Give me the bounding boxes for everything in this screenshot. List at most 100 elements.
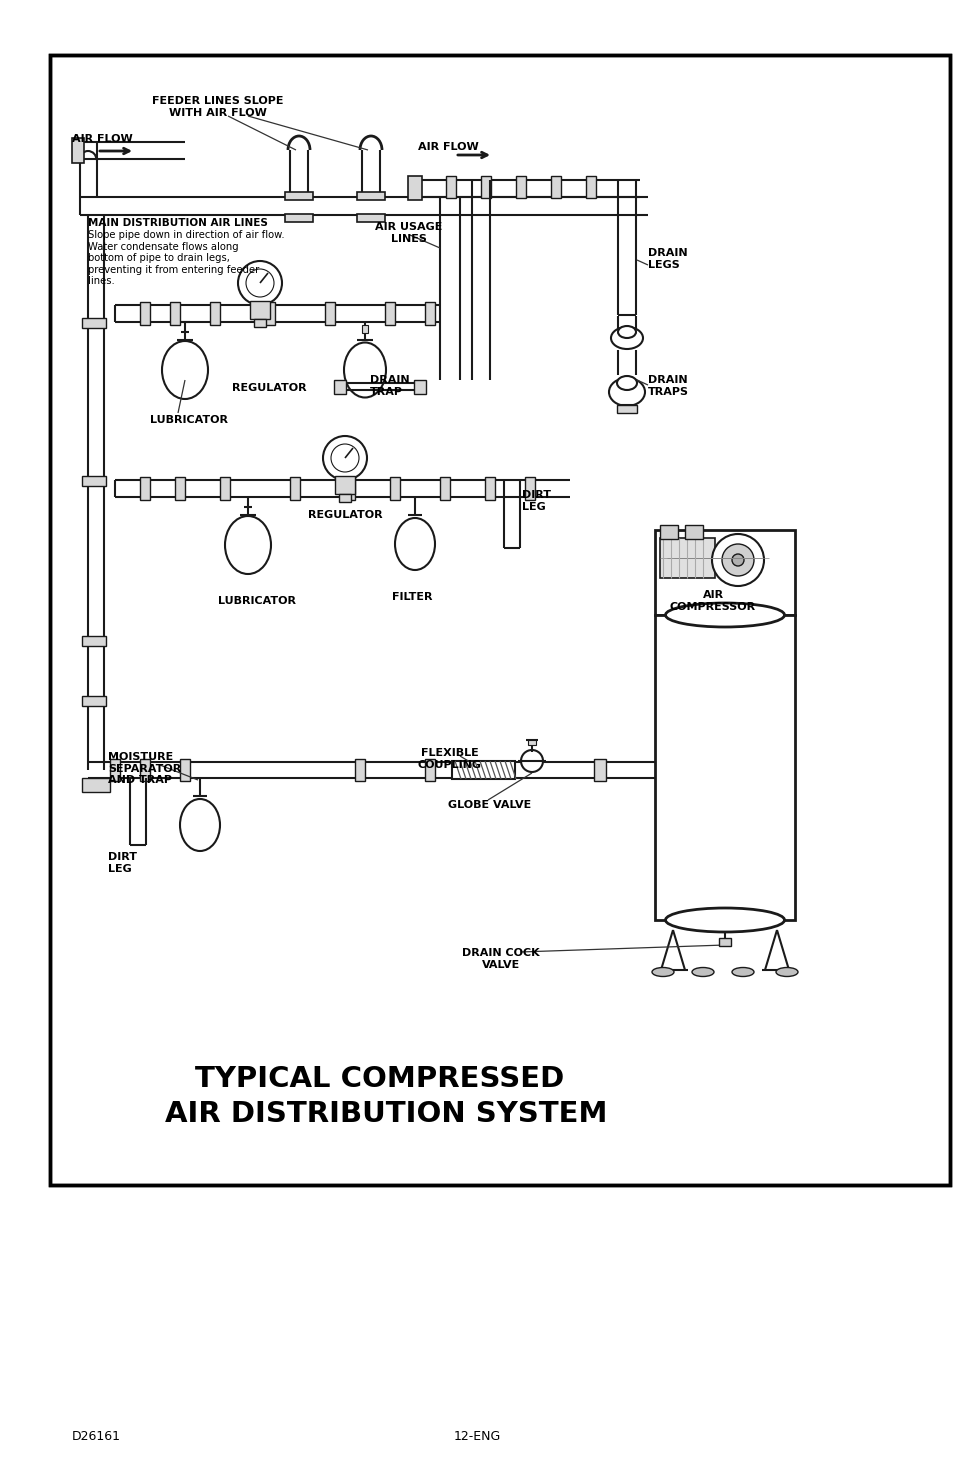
Bar xyxy=(516,176,525,198)
Bar xyxy=(338,494,351,502)
Bar xyxy=(82,476,106,485)
Bar xyxy=(50,55,949,1184)
Circle shape xyxy=(331,444,358,472)
Ellipse shape xyxy=(665,909,783,932)
Bar xyxy=(180,760,190,780)
Text: FEEDER LINES SLOPE
WITH AIR FLOW: FEEDER LINES SLOPE WITH AIR FLOW xyxy=(152,96,283,118)
Ellipse shape xyxy=(180,799,220,851)
Bar xyxy=(524,476,535,500)
Bar xyxy=(659,538,714,578)
Bar xyxy=(446,176,456,198)
Ellipse shape xyxy=(617,376,637,389)
Bar xyxy=(265,302,274,324)
Bar xyxy=(253,319,266,327)
Text: MOISTURE
SEPARATOR
AND TRAP: MOISTURE SEPARATOR AND TRAP xyxy=(108,752,181,785)
Bar xyxy=(82,636,106,646)
Text: AIR FLOW: AIR FLOW xyxy=(417,142,478,152)
Bar xyxy=(655,530,794,615)
Ellipse shape xyxy=(344,342,386,397)
Bar xyxy=(617,406,637,413)
Bar xyxy=(335,476,355,494)
Ellipse shape xyxy=(162,341,208,400)
Bar xyxy=(439,476,450,500)
Circle shape xyxy=(323,437,367,479)
Ellipse shape xyxy=(395,518,435,569)
Bar xyxy=(82,777,110,792)
Bar xyxy=(140,476,150,500)
Ellipse shape xyxy=(731,968,753,976)
Ellipse shape xyxy=(225,516,271,574)
Bar xyxy=(334,381,346,394)
Bar xyxy=(424,302,435,324)
Bar xyxy=(527,740,536,745)
Ellipse shape xyxy=(608,378,644,406)
Bar xyxy=(452,761,515,779)
Bar xyxy=(684,525,702,538)
Bar xyxy=(424,760,435,780)
Text: DRAIN COCK
VALVE: DRAIN COCK VALVE xyxy=(461,948,539,969)
Bar xyxy=(719,938,730,945)
Ellipse shape xyxy=(610,327,642,350)
Text: DRAIN
LEGS: DRAIN LEGS xyxy=(647,248,687,270)
Text: AIR USAGE
LINES: AIR USAGE LINES xyxy=(375,223,442,243)
Bar xyxy=(484,476,495,500)
Circle shape xyxy=(731,555,743,566)
Text: DIRT
LEG: DIRT LEG xyxy=(108,853,137,873)
Bar xyxy=(655,615,794,920)
Circle shape xyxy=(237,261,282,305)
Bar xyxy=(210,302,220,324)
Ellipse shape xyxy=(691,968,713,976)
Bar xyxy=(82,319,106,327)
Bar xyxy=(250,301,270,319)
Ellipse shape xyxy=(651,968,673,976)
Text: D26161: D26161 xyxy=(71,1429,121,1443)
Bar xyxy=(659,525,678,538)
Text: AIR FLOW: AIR FLOW xyxy=(71,134,132,145)
Ellipse shape xyxy=(775,968,797,976)
Bar xyxy=(414,381,426,394)
Bar xyxy=(174,476,185,500)
Circle shape xyxy=(246,268,274,296)
Circle shape xyxy=(721,544,753,577)
Bar xyxy=(356,214,385,223)
Text: TYPICAL COMPRESSED: TYPICAL COMPRESSED xyxy=(194,1065,563,1093)
Bar xyxy=(355,760,365,780)
Bar xyxy=(594,760,605,780)
Text: GLOBE VALVE: GLOBE VALVE xyxy=(448,799,531,810)
Bar xyxy=(551,176,560,198)
Ellipse shape xyxy=(618,326,636,338)
Text: AIR
COMPRESSOR: AIR COMPRESSOR xyxy=(669,590,756,612)
Bar xyxy=(110,760,120,780)
Circle shape xyxy=(711,534,763,586)
Text: MAIN DISTRIBUTION AIR LINES: MAIN DISTRIBUTION AIR LINES xyxy=(88,218,268,229)
Bar xyxy=(356,192,385,201)
Text: AIR DISTRIBUTION SYSTEM: AIR DISTRIBUTION SYSTEM xyxy=(165,1100,607,1128)
Text: Slope pipe down in direction of air flow.
Water condensate flows along
bottom of: Slope pipe down in direction of air flow… xyxy=(88,230,284,286)
Bar xyxy=(385,302,395,324)
Text: FLEXIBLE
COUPLING: FLEXIBLE COUPLING xyxy=(417,748,481,770)
Bar xyxy=(290,476,299,500)
Bar xyxy=(325,302,335,324)
Bar xyxy=(285,192,313,201)
Text: FILTER: FILTER xyxy=(392,591,432,602)
Bar xyxy=(50,55,949,1184)
Text: REGULATOR: REGULATOR xyxy=(308,510,382,521)
Bar xyxy=(345,476,355,500)
Text: 12-ENG: 12-ENG xyxy=(453,1429,500,1443)
Bar xyxy=(585,176,596,198)
Bar xyxy=(82,696,106,707)
Text: DRAIN
TRAP: DRAIN TRAP xyxy=(370,375,409,397)
Text: REGULATOR: REGULATOR xyxy=(232,384,306,392)
Bar xyxy=(170,302,180,324)
Bar xyxy=(390,476,399,500)
Bar xyxy=(220,476,230,500)
Bar xyxy=(480,176,491,198)
Text: DIRT
LEG: DIRT LEG xyxy=(521,490,551,512)
Ellipse shape xyxy=(665,603,783,627)
Bar xyxy=(361,324,368,333)
Bar xyxy=(285,214,313,223)
Circle shape xyxy=(520,749,542,771)
Text: LUBRICATOR: LUBRICATOR xyxy=(218,596,295,606)
Bar xyxy=(140,302,150,324)
Text: LUBRICATOR: LUBRICATOR xyxy=(150,414,228,425)
